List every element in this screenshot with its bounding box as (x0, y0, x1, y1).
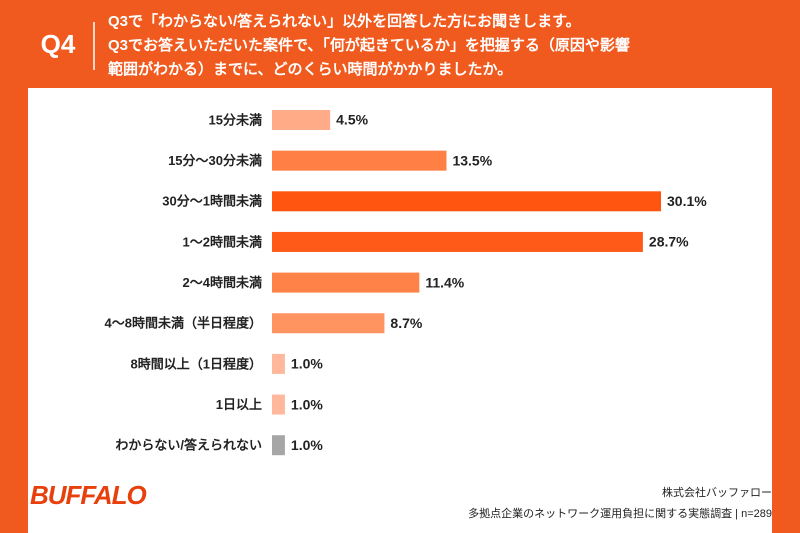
value-label: 28.7% (649, 234, 689, 250)
logo: BUFFALO (30, 480, 147, 510)
source: 多拠点企業のネットワーク運用負担に関する実態調査 | n=289 (468, 506, 772, 520)
bar (272, 435, 285, 456)
bar (272, 110, 331, 130)
title-line: 範囲がわかる）までに、どのくらい時間がかかりましたか。 (108, 60, 512, 78)
bar (272, 231, 643, 252)
category-label: 1〜2時間未満 (183, 234, 262, 249)
value-label: 11.4% (425, 274, 464, 290)
bar (272, 313, 385, 334)
category-label: 8時間以上（1日程度） (131, 356, 262, 371)
category-label: 4〜8時間未満（半日程度） (105, 316, 262, 331)
category-label: 2〜4時間未満 (183, 275, 262, 290)
value-label: 13.5% (452, 152, 492, 168)
category-label: わからない/答えられない (115, 438, 262, 453)
bar (272, 191, 661, 212)
value-label: 1.0% (291, 396, 323, 412)
category-label: 15分未満 (209, 112, 262, 127)
category-label: 15分〜30分未満 (168, 153, 262, 168)
title-line: Q3で「わからない/答えられない」以外を回答した方にお聞きします。 (108, 12, 581, 30)
bar (272, 394, 285, 415)
publisher: 株式会社バッファロー (662, 485, 772, 499)
value-label: 4.5% (336, 112, 368, 128)
bar (272, 150, 447, 171)
question-label: Q4 (41, 29, 76, 59)
value-label: 1.0% (291, 356, 323, 372)
category-label: 1日以上 (216, 397, 262, 412)
value-label: 30.1% (667, 193, 707, 209)
category-label: 30分〜1時間未満 (162, 194, 262, 209)
bar (272, 353, 285, 374)
footer-panel (28, 475, 772, 533)
bar (272, 272, 420, 293)
value-label: 1.0% (291, 437, 323, 453)
value-label: 8.7% (390, 315, 422, 331)
title-line: Q3でお答えいただいた案件で、「何が起きているか」を把握する（原因や影響 (108, 36, 630, 54)
